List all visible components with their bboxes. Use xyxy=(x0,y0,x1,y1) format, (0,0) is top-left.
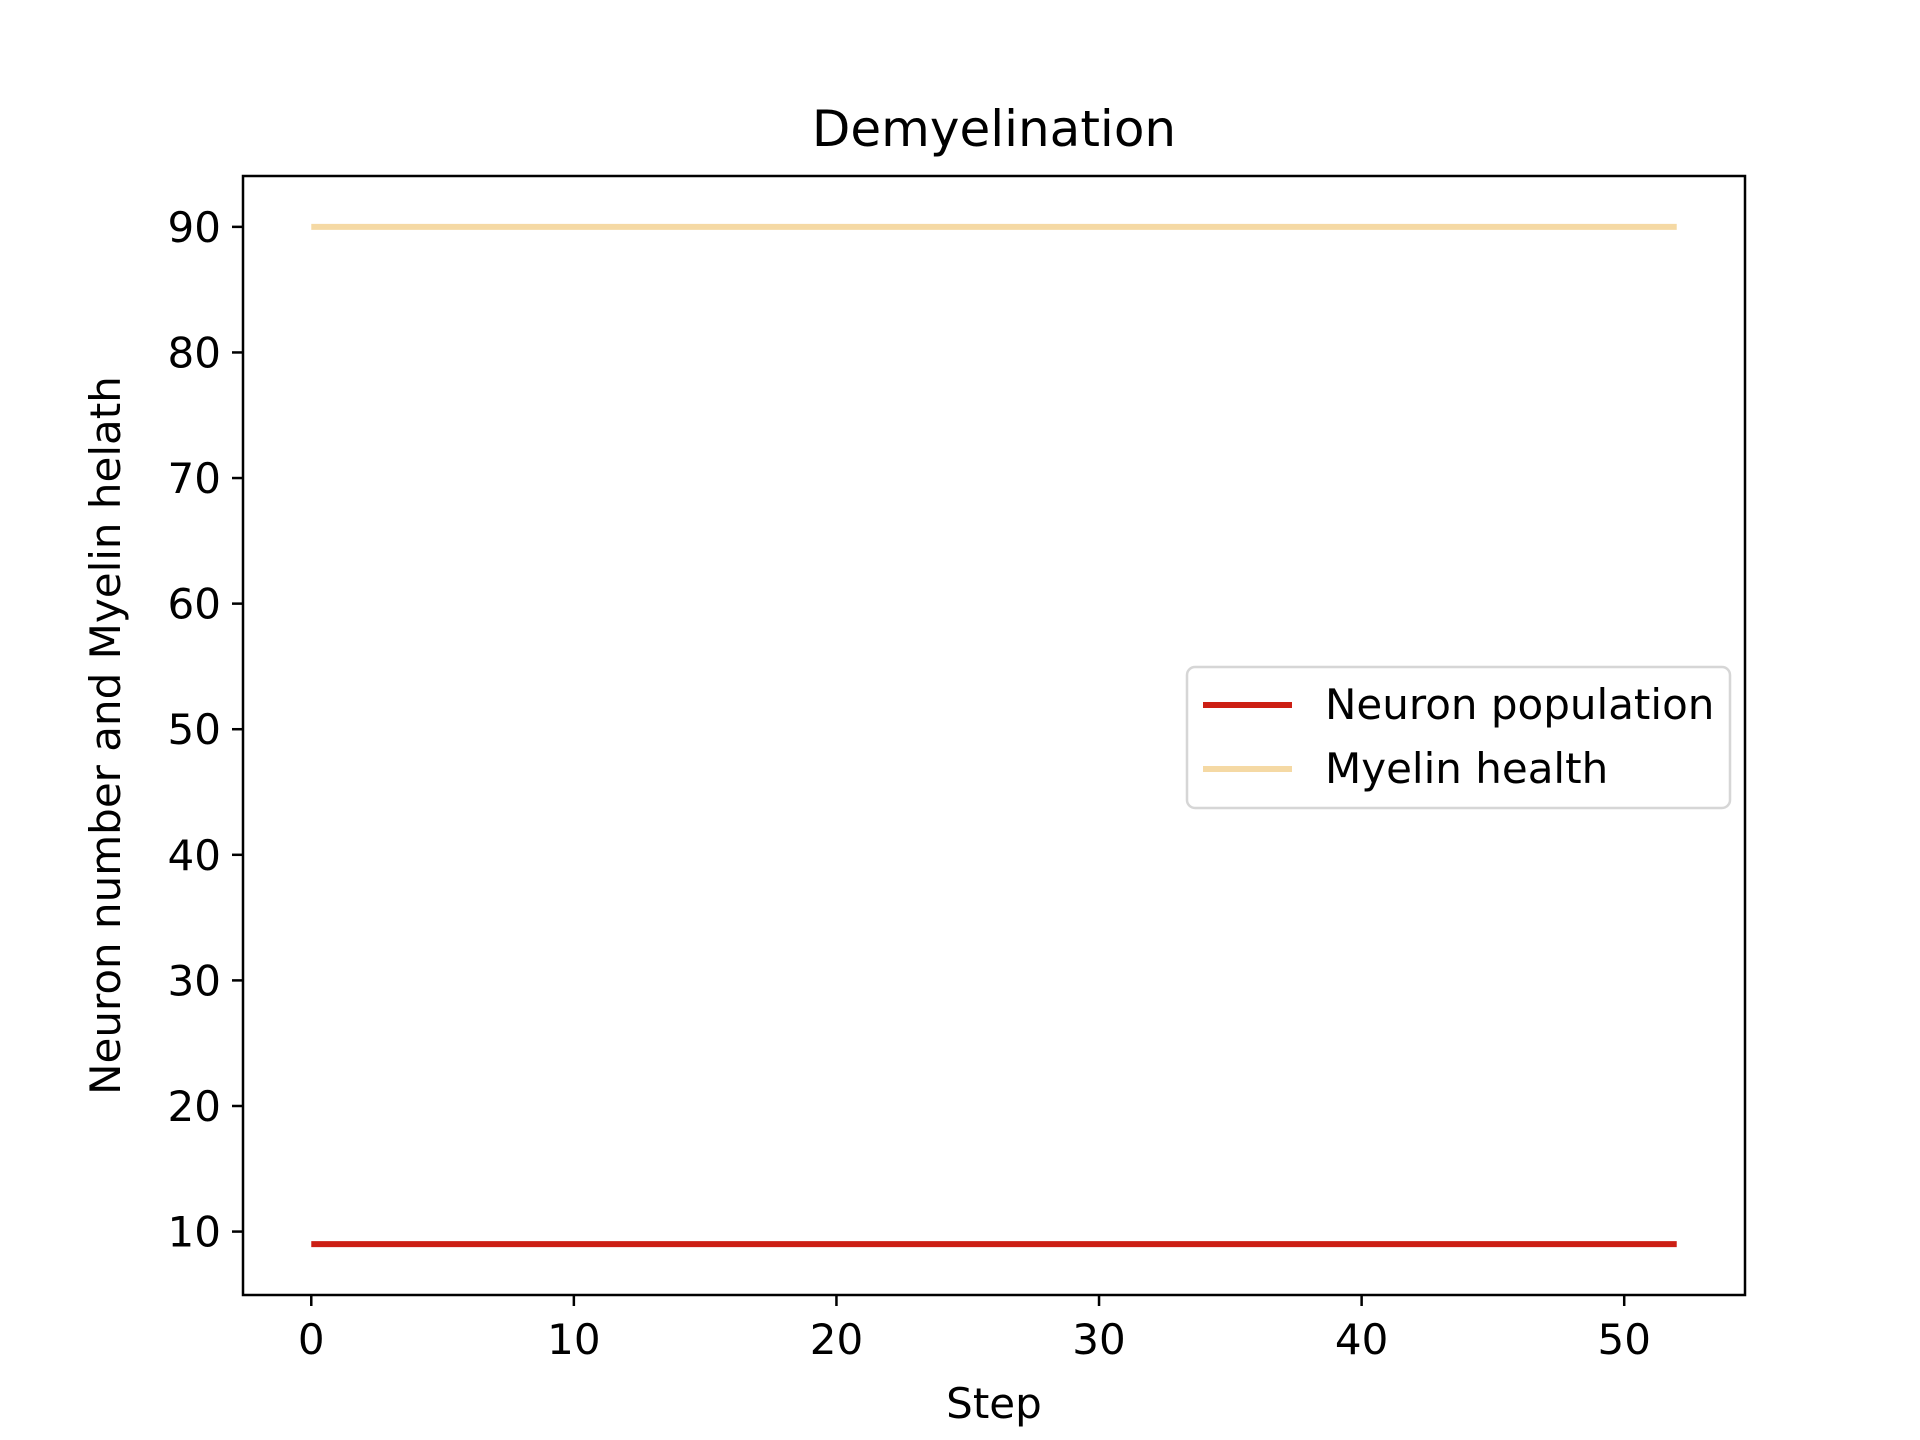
legend-label-1: Neuron population xyxy=(1325,680,1714,729)
y-tick-label: 90 xyxy=(168,203,221,252)
y-tick-label: 40 xyxy=(168,831,221,880)
y-tick-label: 70 xyxy=(168,454,221,503)
y-tick-label: 80 xyxy=(168,328,221,377)
x-tick-label: 50 xyxy=(1597,1315,1650,1364)
legend-box xyxy=(1185,665,1732,810)
x-tick-label: 20 xyxy=(810,1315,863,1364)
y-tick-label: 30 xyxy=(168,956,221,1005)
x-tick-label: 10 xyxy=(547,1315,600,1364)
y-tick-label: 50 xyxy=(168,705,221,754)
y-tick-label: 10 xyxy=(168,1208,221,1257)
y-tick-label: 20 xyxy=(168,1082,221,1131)
chart-title: Demyelination xyxy=(812,100,1176,158)
plot-frame xyxy=(241,174,1747,1297)
x-tick-label: 30 xyxy=(1072,1315,1125,1364)
y-axis-label: Neuron number and Myelin helath xyxy=(81,376,130,1095)
x-tick-label: 0 xyxy=(298,1315,325,1364)
y-axis: 10 20 30 40 50 60 70 80 90 xyxy=(168,203,243,1257)
x-tick-label: 40 xyxy=(1335,1315,1388,1364)
series-lines xyxy=(311,223,1677,1248)
x-axis: 0 10 20 30 40 50 xyxy=(298,1295,1651,1364)
y-tick-label: 60 xyxy=(168,580,221,629)
x-axis-label: Step xyxy=(946,1379,1042,1428)
legend: Neuron population Myelin health xyxy=(1185,665,1732,810)
legend-label-2: Myelin health xyxy=(1325,744,1608,793)
